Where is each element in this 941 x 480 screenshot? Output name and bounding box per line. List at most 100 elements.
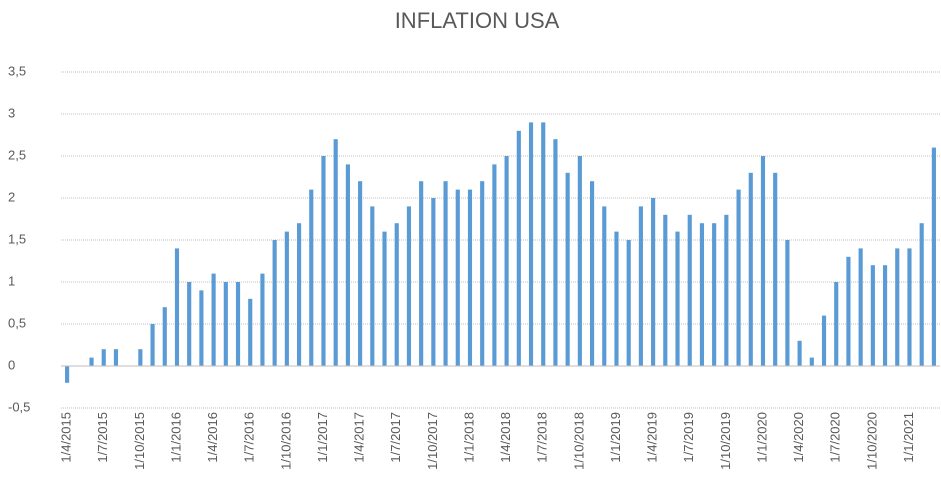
bar bbox=[834, 282, 839, 366]
bar bbox=[272, 240, 277, 366]
chart-title: INFLATION USA bbox=[395, 8, 560, 33]
bar bbox=[809, 357, 814, 366]
bar bbox=[663, 214, 668, 366]
bar bbox=[724, 214, 729, 366]
bar bbox=[223, 282, 228, 366]
bar bbox=[895, 248, 900, 366]
bar bbox=[882, 265, 888, 366]
x-tick-label: 1/7/2020 bbox=[828, 412, 843, 463]
bar bbox=[187, 282, 192, 366]
x-tick-label: 1/4/2019 bbox=[645, 412, 660, 463]
x-tick-label: 1/1/2017 bbox=[315, 412, 330, 463]
bar bbox=[480, 181, 485, 366]
y-tick-label: -0,5 bbox=[8, 399, 30, 414]
bar bbox=[748, 172, 753, 366]
bar bbox=[199, 290, 204, 366]
bar bbox=[589, 181, 595, 366]
bar bbox=[296, 223, 302, 366]
bar bbox=[785, 240, 790, 366]
bar bbox=[419, 181, 424, 366]
bar bbox=[504, 156, 509, 366]
bar bbox=[821, 315, 827, 366]
bar bbox=[113, 349, 119, 366]
x-tick-label: 1/7/2017 bbox=[388, 412, 403, 463]
bar bbox=[870, 265, 875, 366]
y-tick-label: 2 bbox=[8, 189, 15, 204]
x-tick-label: 1/7/2019 bbox=[681, 412, 696, 463]
bar bbox=[260, 273, 265, 366]
x-tick-label: 1/1/2018 bbox=[461, 412, 476, 463]
x-tick-label: 1/1/2016 bbox=[168, 412, 183, 463]
bar bbox=[321, 156, 326, 366]
bar bbox=[406, 206, 412, 366]
bar bbox=[541, 122, 546, 367]
x-tick-label: 1/7/2018 bbox=[535, 412, 550, 463]
bar bbox=[797, 340, 802, 366]
x-tick-label: 1/10/2020 bbox=[864, 412, 879, 470]
bar bbox=[565, 172, 570, 366]
x-tick-label: 1/4/2017 bbox=[352, 412, 367, 463]
bar bbox=[736, 189, 741, 366]
bar bbox=[577, 156, 582, 366]
bar bbox=[150, 324, 155, 366]
bar bbox=[651, 198, 656, 366]
bar bbox=[528, 122, 534, 367]
x-tick-label: 1/7/2016 bbox=[242, 412, 257, 463]
bar bbox=[138, 349, 143, 366]
x-tick-label: 1/1/2020 bbox=[754, 412, 769, 463]
bar bbox=[907, 248, 912, 366]
bar bbox=[358, 181, 363, 366]
x-tick-label: 1/4/2020 bbox=[791, 412, 806, 463]
y-tick-label: 2,5 bbox=[8, 147, 26, 162]
bar bbox=[211, 273, 216, 366]
bar bbox=[248, 298, 253, 366]
bar bbox=[626, 240, 631, 366]
bar bbox=[382, 231, 387, 366]
x-tick-label: 1/10/2019 bbox=[718, 412, 733, 470]
bar bbox=[467, 189, 473, 366]
bar bbox=[516, 130, 521, 366]
bar bbox=[333, 139, 338, 366]
bar bbox=[712, 223, 717, 366]
y-tick-label: 1,5 bbox=[8, 231, 26, 246]
x-tick-label: 1/4/2018 bbox=[498, 412, 513, 463]
bar bbox=[614, 231, 619, 366]
bar bbox=[162, 307, 167, 366]
x-tick-label: 1/4/2015 bbox=[59, 412, 74, 463]
x-tick-label: 1/1/2021 bbox=[901, 412, 916, 463]
bar bbox=[638, 206, 643, 366]
bar bbox=[602, 206, 607, 366]
bar bbox=[101, 349, 106, 366]
bar bbox=[773, 172, 778, 366]
bar bbox=[65, 366, 70, 383]
bar bbox=[174, 248, 180, 366]
bar bbox=[846, 256, 851, 366]
x-tick-label: 1/10/2015 bbox=[132, 412, 147, 470]
bar bbox=[284, 231, 289, 366]
y-tick-label: 0,5 bbox=[8, 315, 26, 330]
bar bbox=[235, 282, 241, 366]
y-tick-label: 3,5 bbox=[8, 63, 26, 78]
bar bbox=[919, 223, 924, 366]
bar bbox=[370, 206, 375, 366]
y-tick-label: 1 bbox=[8, 273, 15, 288]
x-tick-label: 1/10/2018 bbox=[571, 412, 586, 470]
bar bbox=[345, 164, 350, 366]
bar bbox=[309, 189, 314, 366]
bar bbox=[699, 223, 705, 366]
bar bbox=[760, 156, 766, 366]
bar bbox=[553, 139, 558, 366]
x-tick-label: 1/10/2017 bbox=[425, 412, 440, 470]
bar bbox=[858, 248, 863, 366]
bar bbox=[492, 164, 497, 366]
bar bbox=[675, 231, 680, 366]
x-tick-label: 1/1/2019 bbox=[608, 412, 623, 463]
x-tick-label: 1/7/2015 bbox=[95, 412, 110, 463]
bar bbox=[431, 198, 436, 366]
y-tick-label: 3 bbox=[8, 105, 15, 120]
bar bbox=[394, 223, 399, 366]
x-tick-label: 1/10/2016 bbox=[278, 412, 293, 470]
bar bbox=[931, 147, 936, 366]
bar bbox=[455, 189, 460, 366]
